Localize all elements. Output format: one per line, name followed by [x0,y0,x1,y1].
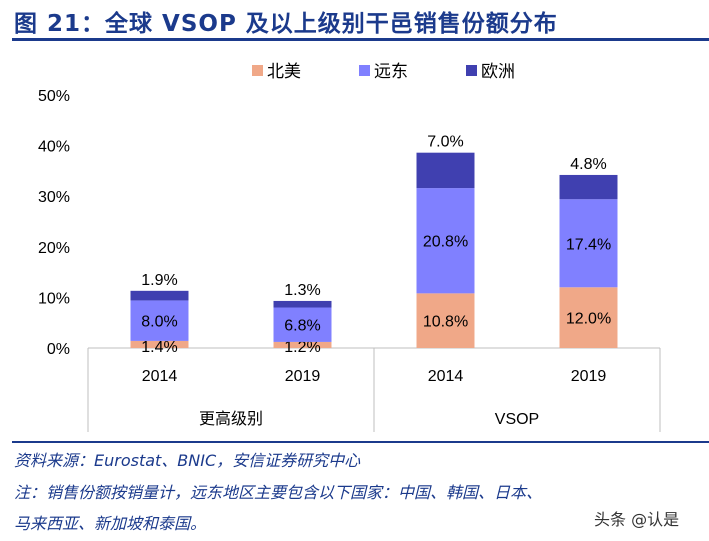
x-tick-label: 2019 [285,368,321,385]
group-label: 更高级别 [199,410,263,428]
footer-divider [12,441,709,443]
data-label: 10.8% [423,314,468,331]
note-line-1: 注：销售份额按销量计，远东地区主要包含以下国家：中国、韩国、日本、 [14,483,543,502]
source-note: 资料来源：Eurostat、BNIC，安信证券研究中心 [14,451,361,470]
x-tick-label: 2014 [428,368,464,385]
y-tick-label: 50% [38,88,70,105]
title-divider [12,38,709,41]
bar-segment-欧洲 [559,174,618,200]
data-label: 1.3% [284,282,320,299]
data-label: 4.8% [570,156,606,173]
y-tick-label: 30% [38,189,70,206]
data-label: 6.8% [284,318,320,335]
bar-segment-北美 [416,293,475,348]
legend-label: 北美 [267,62,301,81]
bar-segment-远东 [273,307,332,342]
bar-segment-北美 [559,287,618,348]
watermark: 头条 @认是 [594,510,680,529]
bar-segment-欧洲 [273,300,332,308]
bar-segment-北美 [130,340,189,348]
bar-segment-远东 [559,199,618,288]
data-label: 1.4% [141,339,177,356]
y-tick-label: 0% [47,341,70,358]
bar-segment-欧洲 [416,152,475,189]
data-label: 1.2% [284,339,320,356]
bar-segment-远东 [130,300,189,341]
y-tick-label: 10% [38,290,70,307]
figure-title: 图 21：全球 VSOP 及以上级别干邑销售份额分布 [14,11,558,37]
note-line-2: 马来西亚、新加坡和泰国。 [14,514,207,533]
group-label: VSOP [495,411,539,428]
bar-segment-欧洲 [130,290,189,301]
legend-swatch [466,65,477,76]
stacked-bar-chart: 0% 10% 20% 30% 40% 50% 1.4% 8.0% 1.9% 2014 1.2% 6.8… [38,62,661,432]
data-label: 8.0% [141,314,177,331]
legend-swatch [252,65,263,76]
legend-swatch [359,65,370,76]
data-label: 12.0% [566,311,611,328]
data-label: 17.4% [566,236,611,253]
data-label: 1.9% [141,272,177,289]
y-tick-label: 40% [38,139,70,156]
data-label: 20.8% [423,234,468,251]
bar-segment-远东 [416,188,475,294]
y-tick-label: 20% [38,240,70,257]
bar-segment-北美 [273,341,332,348]
x-tick-label: 2019 [571,368,607,385]
x-tick-label: 2014 [142,368,178,385]
legend-label: 欧洲 [481,62,515,81]
legend-label: 远东 [374,62,408,81]
data-label: 7.0% [427,134,463,151]
